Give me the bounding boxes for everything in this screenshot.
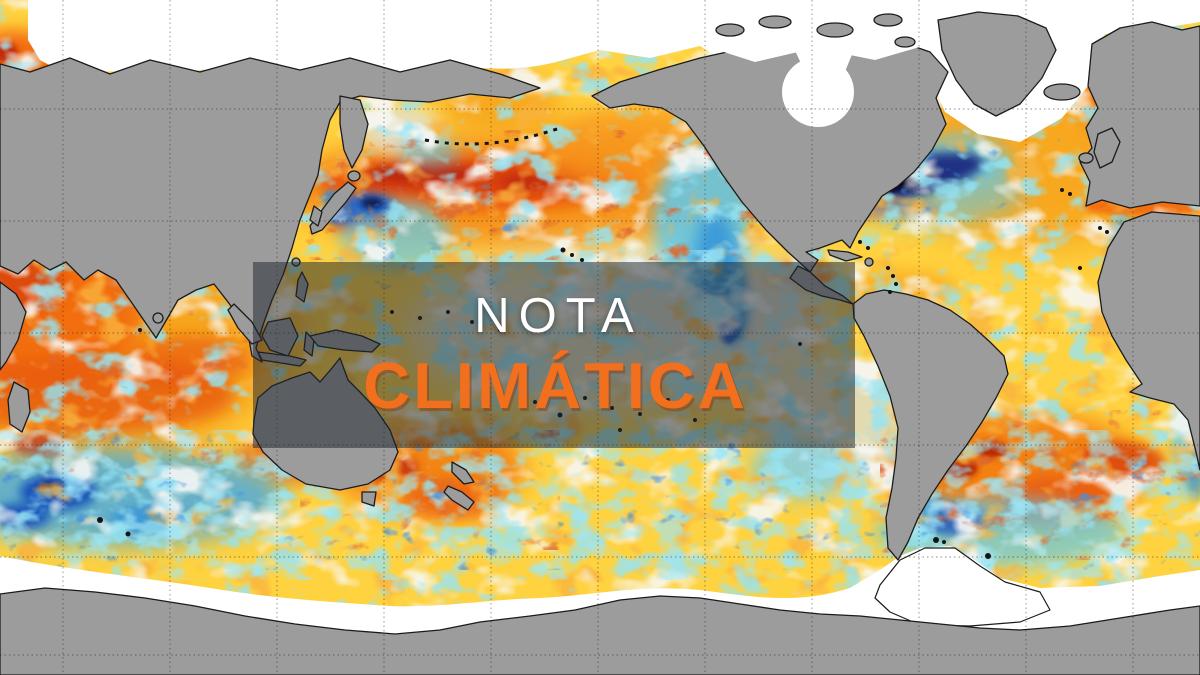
landmass-eurasia xyxy=(0,57,541,363)
title-main: CLIMÁTICA xyxy=(363,349,748,422)
landmass-new-zealand-south xyxy=(443,485,475,511)
bering-arctic-ice xyxy=(556,0,700,62)
landmass-cuba xyxy=(827,249,863,262)
landmass-africa xyxy=(1097,211,1200,471)
landmass-iceland xyxy=(1043,83,1081,101)
landmass-new-zealand-north xyxy=(451,461,475,485)
title-panel: NOTA CLIMÁTICA xyxy=(253,262,855,448)
arctic-island xyxy=(894,36,916,48)
landmass-korea xyxy=(309,205,323,227)
landmass-hispaniola xyxy=(864,257,874,267)
arctic-island xyxy=(816,22,854,38)
landmass-greenland xyxy=(937,11,1057,117)
landmass-antarctica xyxy=(0,587,1200,675)
landmass-east-africa-sliver xyxy=(0,281,27,371)
norwegian-arctic-ice xyxy=(1105,0,1200,34)
landmass-tasmania xyxy=(361,491,377,507)
landmass-madagascar xyxy=(7,381,31,433)
landmass-south-america xyxy=(852,289,1009,561)
land-detail-overlays xyxy=(695,12,930,127)
arctic-island xyxy=(715,23,745,37)
landmass-kamchatka xyxy=(339,95,369,169)
landmass-british-isles xyxy=(1093,127,1121,169)
aleutian-island-arc xyxy=(424,126,561,146)
canadian-archipelago-ice xyxy=(695,12,930,62)
landmass-ireland xyxy=(1078,152,1094,164)
arctic-island xyxy=(758,15,792,29)
landmass-hokkaido xyxy=(347,170,361,182)
arctic-island xyxy=(873,13,903,27)
arctic-ice-band xyxy=(28,0,556,76)
hudson-bay-water xyxy=(782,57,854,127)
landmass-europe xyxy=(1079,21,1200,209)
landmass-japan xyxy=(309,181,357,235)
title-kicker: NOTA xyxy=(474,289,643,343)
landmass-sri-lanka xyxy=(152,312,164,324)
